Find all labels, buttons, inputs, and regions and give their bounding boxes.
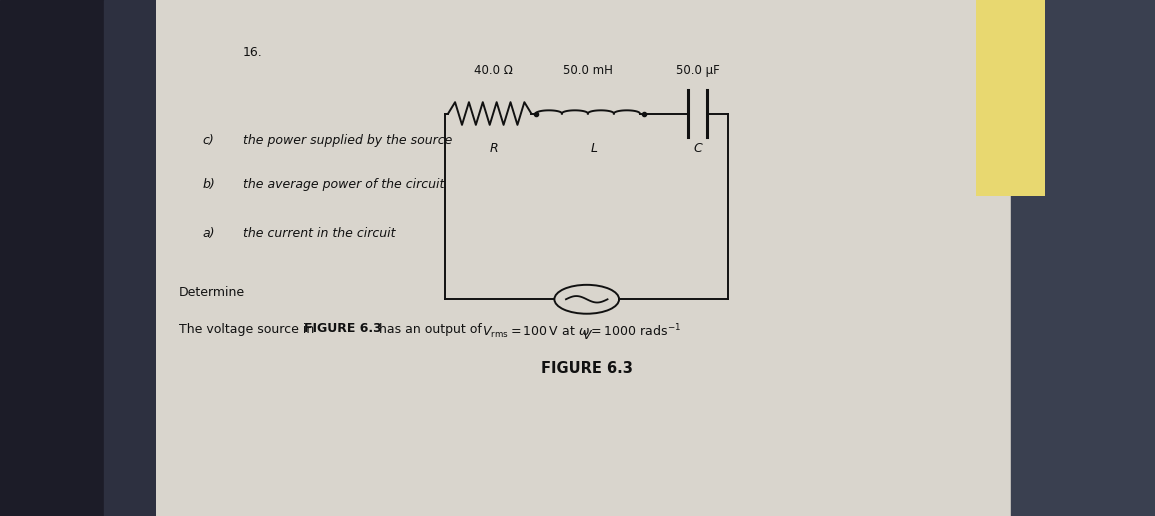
Bar [104,0,156,516]
Bar [156,0,1011,516]
Text: FIGURE 6.3: FIGURE 6.3 [541,361,633,377]
Text: C: C [693,142,702,155]
Text: the current in the circuit: the current in the circuit [243,227,395,240]
Bar [156,0,1011,516]
Text: R: R [490,142,498,155]
Text: has an output of: has an output of [375,322,486,335]
Text: a): a) [202,227,215,240]
Text: 16.: 16. [243,46,262,59]
Text: 50.0 mH: 50.0 mH [562,64,613,77]
Text: 40.0 Ω: 40.0 Ω [475,64,513,77]
Text: the average power of the circuit: the average power of the circuit [243,178,444,191]
Bar [0,0,104,516]
Text: c): c) [202,134,214,147]
Text: $V_{\rm rms}$$ = 100\,\mathrm{V}\ \mathrm{at}\ \omega = 1000\ \mathrm{rads}^{-1}: $V_{\rm rms}$$ = 100\,\mathrm{V}\ \mathr… [482,322,680,341]
Text: the power supplied by the source: the power supplied by the source [243,134,452,147]
Text: V: V [582,329,591,342]
Bar [1011,0,1155,516]
Text: The voltage source in: The voltage source in [179,322,319,335]
Bar [976,0,1045,196]
Text: b): b) [202,178,215,191]
Text: Determine: Determine [179,286,245,299]
Text: FIGURE 6.3: FIGURE 6.3 [304,322,381,335]
Text: L: L [590,142,597,155]
Text: 50.0 μF: 50.0 μF [676,64,720,77]
